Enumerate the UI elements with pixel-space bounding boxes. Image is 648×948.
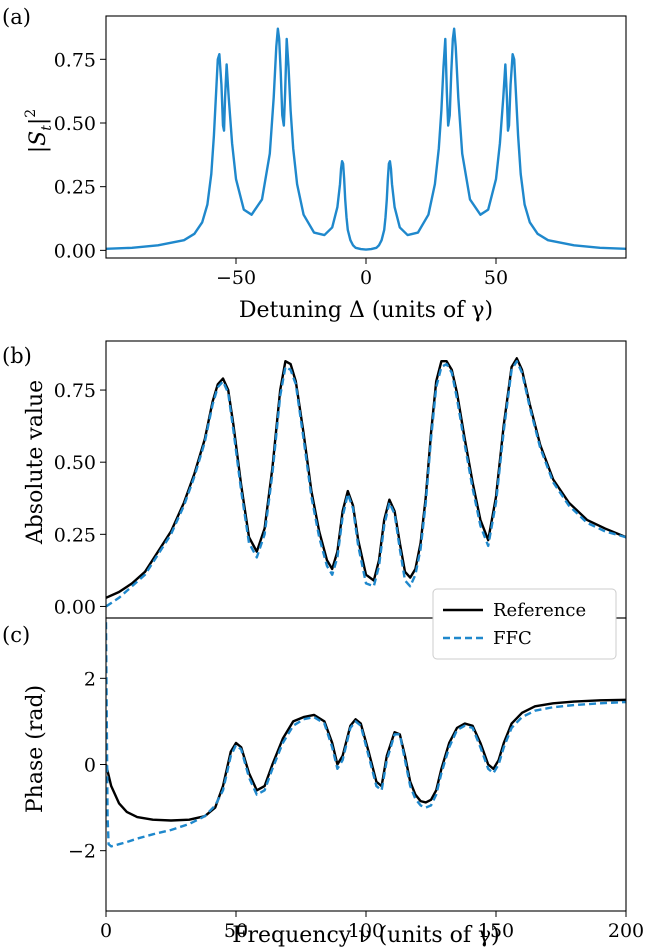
panel-b-ytick-label: 0.50 — [54, 452, 96, 474]
panel-b-axes-frame — [105, 340, 627, 619]
panel-c-axes-frame — [105, 617, 627, 912]
panel-a-plot: 0.00 0.25 0.50 0.75 −50 0 50 — [54, 15, 627, 289]
panel-b-plot: 0.00 0.25 0.50 0.75 — [54, 340, 627, 619]
panel-b-ylabel: Absolute value — [23, 380, 48, 545]
panel-c-series-ffc — [106, 622, 626, 848]
panel-c-plot: −2 0 2 0 50 100 150 200 — [68, 617, 644, 942]
legend: Reference FFC — [432, 588, 617, 660]
panel-a-xtick-label: 50 — [484, 267, 508, 289]
legend-frame — [432, 588, 617, 660]
panel-a-series-0 — [106, 27, 626, 251]
panel-a-ytick-label: 0.25 — [54, 177, 96, 199]
panel-c-xtick-label: 50 — [224, 920, 248, 942]
panel-c-series-reference — [106, 698, 626, 822]
panel-a-axes-frame — [105, 15, 627, 259]
panel-c-ytick-label: −2 — [68, 841, 96, 863]
panel-c-xtick-label: 150 — [478, 920, 514, 942]
panel-c-ytick-label: 0 — [84, 755, 96, 777]
panel-a-xtick-label: 0 — [360, 267, 372, 289]
panel-a-ylabel: |St|2 — [23, 109, 55, 153]
panel-c-ylabel: Phase (rad) — [23, 685, 48, 813]
legend-label-reference: Reference — [493, 600, 586, 621]
panel-b-series-ffc — [106, 360, 626, 608]
panel-b-ytick-label: 0.25 — [54, 524, 96, 546]
svg-text:|St|2: |St|2 — [23, 109, 55, 153]
panel-a-xlabel: Detuning Δ (units of γ) — [239, 298, 493, 323]
panel-b-ytick-label: 0.75 — [54, 380, 96, 402]
panel-a-ytick-label: 0.50 — [54, 113, 96, 135]
panel-c-xtick-label: 0 — [100, 920, 112, 942]
panel-a-ytick-label: 0.00 — [54, 240, 96, 262]
panel-b-label: (b) — [2, 344, 32, 368]
panel-a-ytick-label: 0.75 — [54, 49, 96, 71]
panel-b-series-reference — [106, 357, 626, 599]
panel-c-xlabel: Frequency ν (units of γ) — [232, 923, 500, 948]
panel-c-ytick-label: 2 — [84, 668, 96, 690]
panel-a-label: (a) — [2, 5, 31, 29]
panel-a-xtick-label: −50 — [216, 267, 256, 289]
panel-c-xtick-label: 200 — [608, 920, 644, 942]
panel-c-xtick-label: 100 — [348, 920, 384, 942]
panel-b-ytick-label: 0.00 — [54, 596, 96, 618]
panel-c-label: (c) — [2, 623, 30, 647]
legend-label-ffc: FFC — [493, 628, 532, 649]
